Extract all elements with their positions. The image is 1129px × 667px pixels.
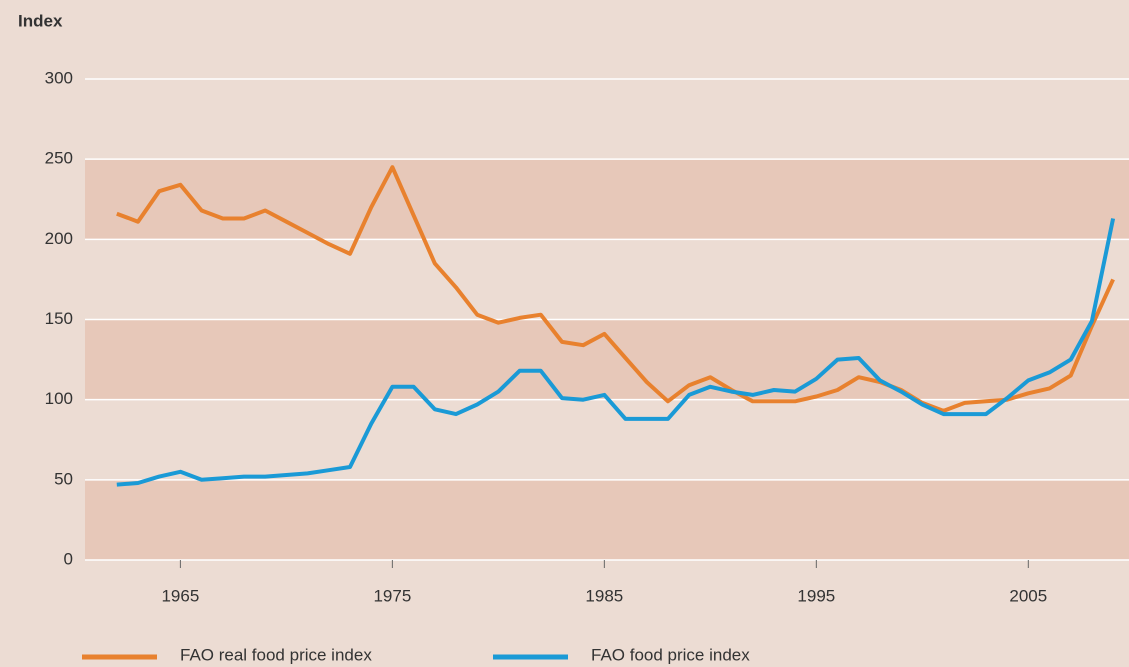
band: [85, 319, 1129, 400]
band: [85, 479, 1129, 560]
y-tick-label: 0: [64, 549, 73, 568]
x-tick-label: 1995: [797, 586, 835, 605]
y-axis-label: Index: [18, 11, 63, 30]
y-tick-label: 150: [45, 309, 73, 328]
x-tick-label: 1985: [585, 586, 623, 605]
y-tick-label: 100: [45, 389, 73, 408]
y-tick-label: 50: [54, 469, 73, 488]
x-tick-label: 1965: [161, 586, 199, 605]
x-tick-label: 2005: [1009, 586, 1047, 605]
legend-label: FAO real food price index: [180, 645, 372, 664]
y-tick-label: 200: [45, 229, 73, 248]
y-tick-label: 250: [45, 149, 73, 168]
series-line: [116, 165, 1115, 413]
series-line: [116, 218, 1116, 487]
y-tick-label: 300: [45, 68, 73, 87]
band: [85, 159, 1129, 240]
x-tick-label: 1975: [373, 586, 411, 605]
legend-label: FAO food price index: [591, 645, 750, 664]
